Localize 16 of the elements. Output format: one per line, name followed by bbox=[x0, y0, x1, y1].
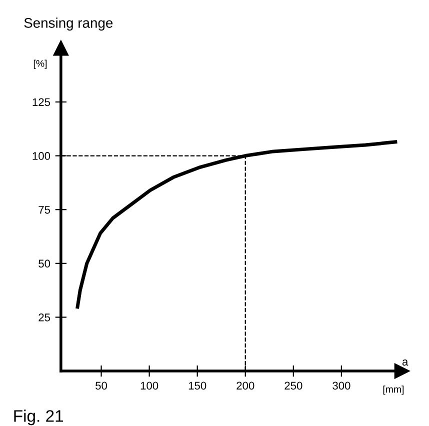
x-tick-label: 100 bbox=[140, 382, 158, 390]
y-tick-label: 100 bbox=[32, 152, 50, 160]
y-tick-label: 50 bbox=[38, 260, 50, 268]
x-axis-title: a bbox=[402, 360, 408, 366]
y-tick-label: 25 bbox=[38, 313, 50, 322]
chart-title: Sensing range bbox=[24, 18, 113, 31]
y-tick-label: 75 bbox=[38, 206, 50, 214]
x-tick-label: 200 bbox=[236, 382, 254, 390]
x-tick-label: 50 bbox=[96, 382, 108, 390]
x-tick-label: 250 bbox=[284, 382, 302, 390]
x-tick-label: 300 bbox=[332, 382, 350, 390]
y-tick-label: 125 bbox=[32, 98, 50, 106]
y-axis-title: [%] bbox=[34, 60, 47, 69]
text: [mm] bbox=[383, 386, 404, 395]
caption: Fig. 21 bbox=[14, 410, 64, 426]
x-tick-label: 150 bbox=[188, 382, 206, 390]
